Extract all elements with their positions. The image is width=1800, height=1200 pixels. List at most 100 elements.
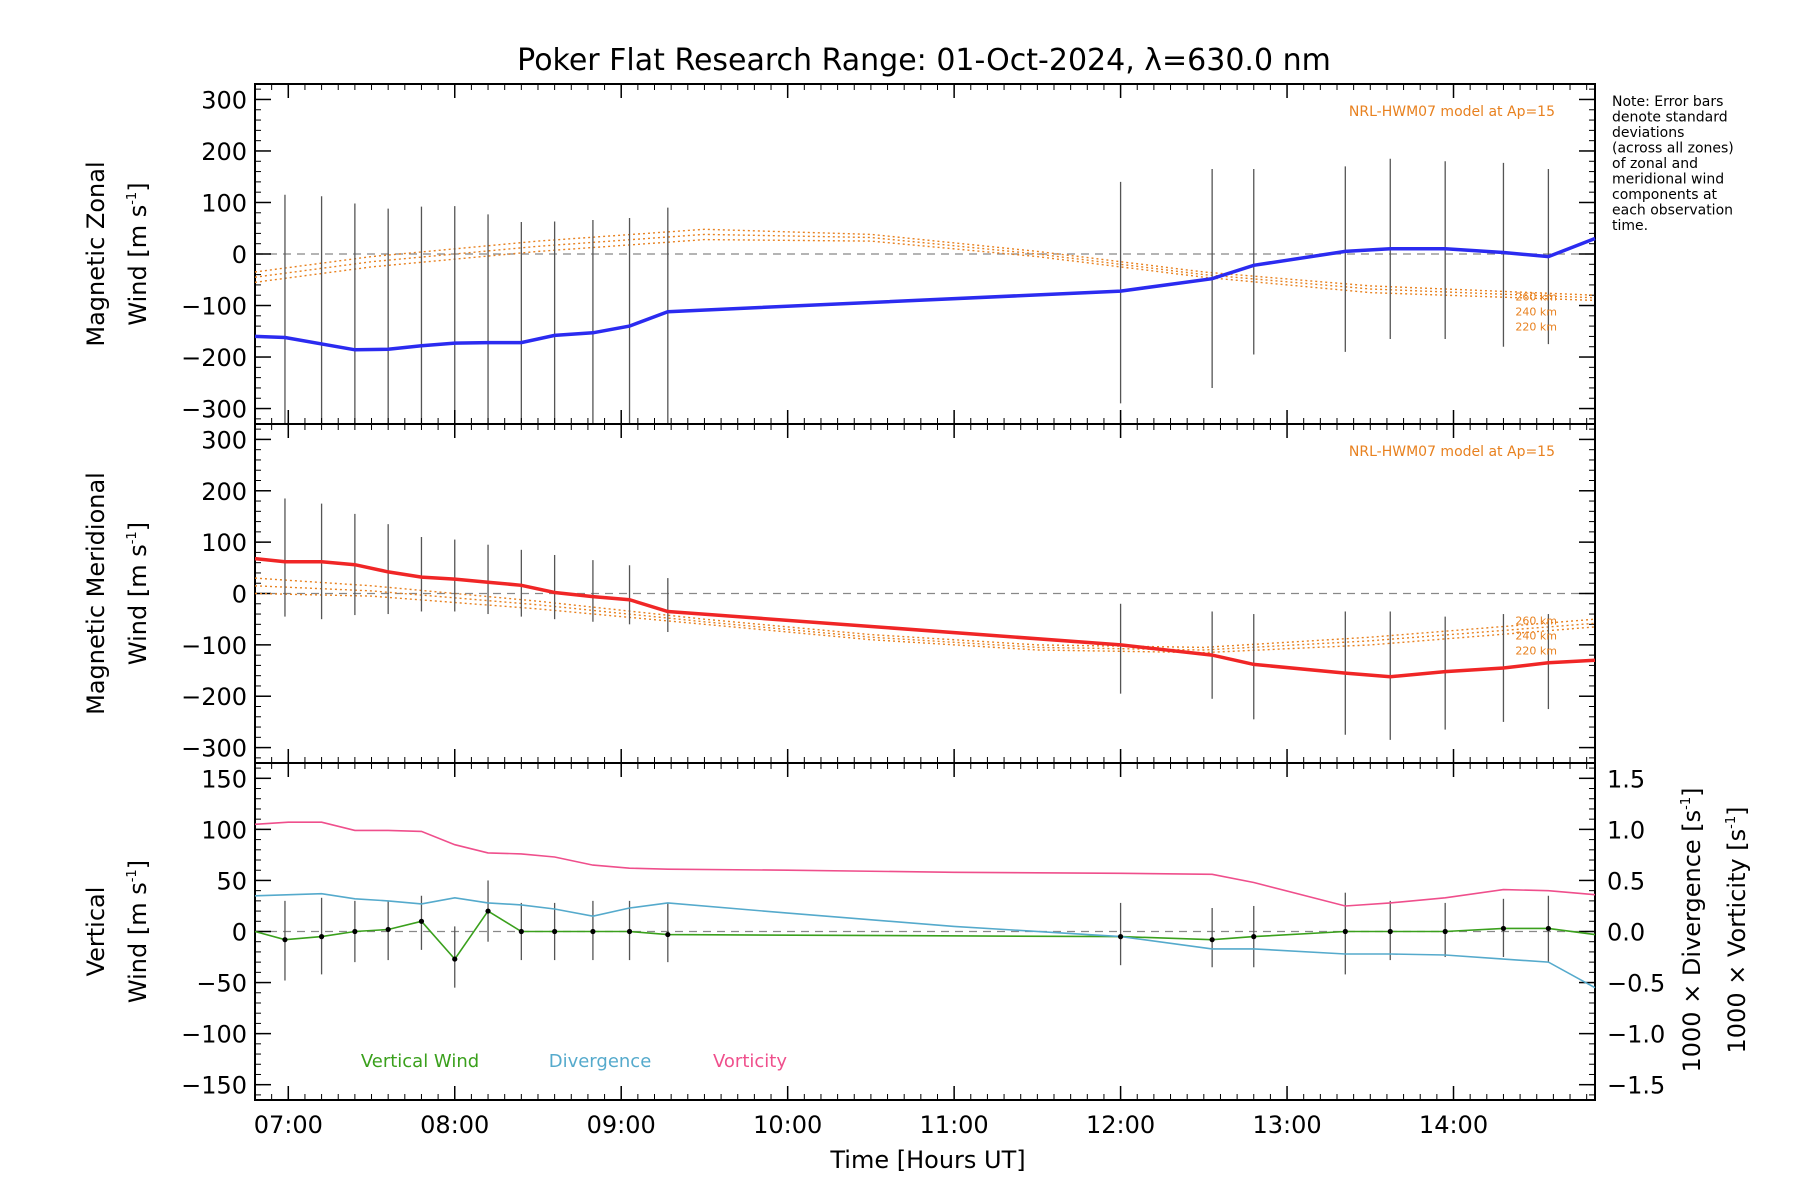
y-axis-label-line2: Wind [m s-1]: [124, 860, 152, 1003]
altitude-label: 260 km: [1515, 290, 1557, 303]
label-part: Wind [m s: [124, 882, 152, 1003]
y-axis-label-line2: Wind [m s-1]: [124, 182, 152, 325]
label-part: -1: [125, 192, 140, 205]
series-line-zonal: [254, 236, 1596, 352]
x-axis-label: Time [Hours UT]: [829, 1146, 1025, 1174]
y-axis-label-line1: Vertical: [82, 887, 110, 977]
y-tick-label: 150: [201, 765, 247, 793]
model-curve: [254, 592, 1596, 654]
vertical-wind-point: [552, 928, 558, 935]
altitude-label: 220 km: [1515, 320, 1557, 333]
vertical-wind-point: [318, 934, 325, 940]
note-line: meridional wind: [1612, 172, 1724, 188]
right-axis-label-divergence: 1000 × Divergence [s-1]: [1678, 787, 1706, 1072]
label-part: ]: [1678, 787, 1706, 796]
y-tick-label: 1.5: [1607, 765, 1645, 793]
x-tick-label: 12:00: [1086, 1111, 1155, 1139]
y-tick-label: −200: [181, 344, 247, 372]
y-tick-label: −300: [181, 735, 247, 763]
legend-entry: Vorticity: [713, 1051, 787, 1072]
note-line: (across all zones): [1612, 141, 1734, 157]
y-tick-label: 200: [201, 138, 247, 166]
note-line: of zonal and: [1612, 156, 1698, 172]
vertical-wind-point: [1251, 934, 1257, 940]
x-tick-label: 07:00: [254, 1111, 323, 1139]
y-tick-label: −1.0: [1607, 1021, 1665, 1049]
y-tick-label: −300: [181, 396, 247, 424]
y-tick-label: −100: [181, 293, 247, 321]
label-part: Vertical: [82, 887, 110, 977]
vertical-wind-point: [1342, 928, 1348, 935]
y-tick-label: 1.0: [1607, 816, 1645, 844]
y-tick-label: −100: [181, 632, 247, 660]
note-line: denote standard: [1612, 110, 1728, 126]
y-tick-label: −0.5: [1607, 970, 1665, 998]
vertical-wind-point: [352, 928, 358, 935]
y-tick-label: 0.0: [1607, 919, 1645, 947]
label-part: Magnetic Meridional: [82, 472, 110, 715]
panel-meridional: −300 −200 −100 0 100 200 300 NRL-HWM07 model at…: [82, 423, 1596, 764]
y-tick-label: 0: [232, 919, 247, 947]
chart-title: Poker Flat Research Range: 01-Oct-2024, …: [517, 43, 1331, 78]
y-axis-label-line1: Magnetic Meridional: [82, 472, 110, 715]
y-tick-label: 0.5: [1607, 867, 1645, 895]
model-label: NRL-HWM07 model at Ap=15: [1349, 104, 1555, 120]
label-part: ]: [1723, 807, 1751, 816]
model-curve: [254, 228, 1596, 296]
label-part: -1: [125, 869, 140, 882]
vertical-wind-point: [282, 937, 288, 943]
y-tick-label: 200: [201, 478, 247, 506]
y-tick-label: −200: [181, 683, 247, 711]
series-line-divergence: [254, 892, 1596, 989]
series-line-vertical-wind: [254, 910, 1596, 961]
label-part: 1000 × Vorticity [s: [1723, 829, 1751, 1054]
y-tick-label: 100: [201, 816, 247, 844]
y-axis-label-line2: Wind [m s-1]: [124, 522, 152, 665]
vertical-wind-point: [418, 918, 425, 924]
altitude-label: 220 km: [1515, 644, 1557, 657]
label-part: 1000 × Divergence [s: [1678, 810, 1706, 1073]
vertical-wind-point: [1117, 934, 1124, 940]
x-tick-label: 14:00: [1419, 1111, 1488, 1139]
note-line: deviations: [1612, 125, 1684, 141]
model-curve: [254, 233, 1596, 299]
vertical-wind-point: [590, 928, 596, 935]
model-label: NRL-HWM07 model at Ap=15: [1349, 444, 1555, 460]
panel-zonal: −300 −200 −100 0 100 200 300 NRL-HWM07 model at…: [82, 83, 1596, 425]
vertical-wind-point: [626, 928, 633, 935]
y-tick-label: −150: [181, 1072, 247, 1100]
label-part: -1: [1724, 816, 1739, 829]
y-tick-label: −50: [196, 970, 247, 998]
series-line-meridional: [254, 556, 1596, 679]
right-axis-label-vorticity: 1000 × Vorticity [s-1]: [1723, 807, 1751, 1054]
y-tick-label: 100: [201, 529, 247, 557]
y-tick-label: 100: [201, 189, 247, 217]
y-tick-label: 300: [201, 426, 247, 454]
y-tick-label: 0: [232, 581, 247, 609]
y-axis-label-line1: Magnetic Zonal: [82, 161, 110, 346]
series-line-vorticity: [254, 821, 1596, 907]
y-tick-label: 0: [232, 241, 247, 269]
legend-entry: Vertical Wind: [361, 1051, 479, 1072]
y-tick-label: −1.5: [1607, 1072, 1665, 1100]
x-tick-label: 11:00: [920, 1111, 989, 1139]
vertical-wind-point: [385, 926, 391, 933]
label-part: ]: [124, 522, 152, 531]
label-part: -1: [125, 531, 140, 544]
vertical-wind-point: [1209, 937, 1215, 943]
altitude-label: 240 km: [1515, 305, 1557, 318]
x-tick-label: 09:00: [587, 1111, 656, 1139]
x-axis: 07:00 08:00 09:00 10:00 11:00 12:00 13:00 14:00: [254, 84, 1588, 1139]
note-line: components at: [1612, 187, 1718, 203]
vertical-wind-point: [1545, 925, 1551, 932]
note-line: Note: Error bars: [1612, 94, 1723, 110]
y-tick-label: −100: [181, 1021, 247, 1049]
x-tick-label: 10:00: [753, 1111, 822, 1139]
panels: −300 −200 −100 0 100 200 300 NRL-HWM07 model at…: [82, 83, 1751, 1101]
vertical-wind-point: [485, 908, 491, 914]
legend-entry: Divergence: [549, 1051, 652, 1072]
vertical-wind-point: [665, 931, 671, 938]
label-part: Magnetic Zonal: [82, 161, 110, 346]
